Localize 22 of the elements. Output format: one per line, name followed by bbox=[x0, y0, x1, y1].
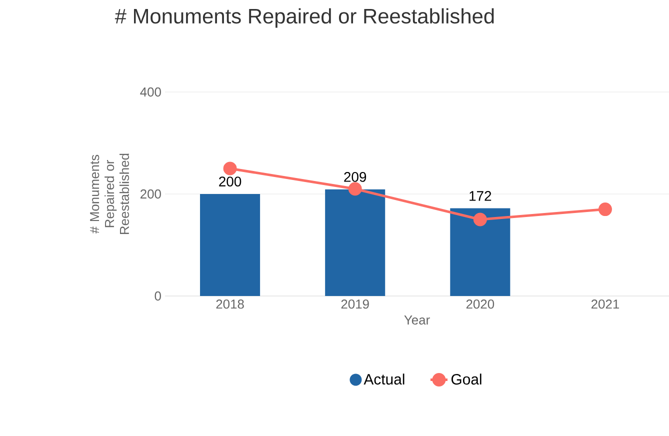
legend-label: Goal bbox=[451, 374, 482, 385]
chart-title: # Monuments Repaired or Reestablished bbox=[114, 8, 494, 28]
point bbox=[598, 202, 612, 216]
y-axis-title: # Monuments Repaired or Reestablished bbox=[90, 154, 130, 234]
x-axis-title: Year bbox=[404, 316, 430, 325]
y-tick-label: 400 bbox=[140, 87, 161, 97]
x-tick-label: 2019 bbox=[341, 300, 369, 309]
data-label: 172 bbox=[470, 191, 492, 201]
point bbox=[348, 182, 362, 196]
legend-label: Actual bbox=[364, 374, 404, 385]
x-tick-label: 2021 bbox=[591, 300, 619, 309]
data-label: 209 bbox=[344, 172, 366, 182]
point bbox=[223, 162, 237, 176]
data-label: 200 bbox=[219, 176, 242, 186]
bar bbox=[325, 189, 386, 296]
x-tick-label: 2020 bbox=[466, 300, 494, 309]
bar bbox=[450, 208, 510, 296]
y-tick-label: 0 bbox=[154, 291, 161, 301]
bar bbox=[200, 194, 260, 296]
x-tick-label: 2018 bbox=[216, 300, 244, 309]
point bbox=[473, 212, 487, 226]
y-tick-label: 200 bbox=[140, 189, 161, 199]
